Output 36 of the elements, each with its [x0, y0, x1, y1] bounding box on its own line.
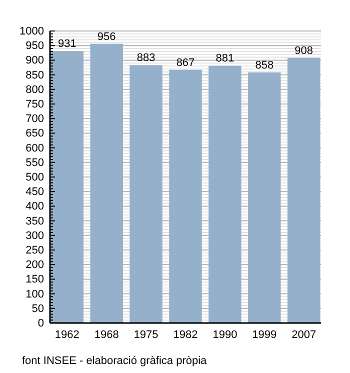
- x-tick-label: 1990: [212, 329, 238, 342]
- y-tick-label: 250: [26, 244, 44, 257]
- y-tick-label: 700: [26, 113, 44, 126]
- data-label: 956: [97, 30, 116, 43]
- x-tick-label: 2007: [292, 329, 316, 342]
- text: font INSEE - elaboració gràfica pròpia: [22, 355, 208, 367]
- data-label: 931: [58, 38, 76, 50]
- x-tick-label: 1962: [54, 329, 80, 342]
- y-tick-label: 350: [26, 215, 44, 228]
- y-tick-label: 100: [26, 288, 44, 300]
- y-tick-label: 600: [26, 142, 44, 154]
- y-tick-label: 450: [26, 186, 44, 198]
- y-tick-label: 950: [26, 40, 44, 52]
- y-tick-label: 850: [26, 69, 44, 82]
- y-tick-label: 650: [26, 128, 44, 140]
- y-tick-label: 750: [26, 98, 44, 111]
- y-tick-label: 800: [26, 84, 44, 96]
- data-label: 858: [255, 59, 274, 72]
- x-tick-label: 1982: [173, 329, 198, 342]
- y-tick-label: 50: [32, 302, 44, 315]
- data-label: 908: [294, 44, 314, 57]
- y-tick-label: 500: [26, 172, 44, 184]
- y-tick-label: 400: [26, 200, 44, 213]
- y-tick-label: 0: [38, 318, 44, 330]
- x-tick-label: 1975: [134, 329, 158, 342]
- x-tick-label: 1999: [252, 329, 277, 342]
- y-tick-label: 300: [26, 230, 44, 242]
- y-tick-label: 550: [26, 156, 44, 169]
- y-tick-label: 150: [26, 274, 44, 286]
- data-label: 867: [176, 56, 195, 69]
- x-tick-label: 1968: [94, 329, 119, 342]
- y-tick-label: 200: [26, 259, 44, 272]
- y-tick-label: 1000: [20, 26, 44, 38]
- data-label: 881: [216, 52, 234, 65]
- data-label: 883: [136, 52, 156, 64]
- y-tick-label: 900: [26, 54, 44, 67]
